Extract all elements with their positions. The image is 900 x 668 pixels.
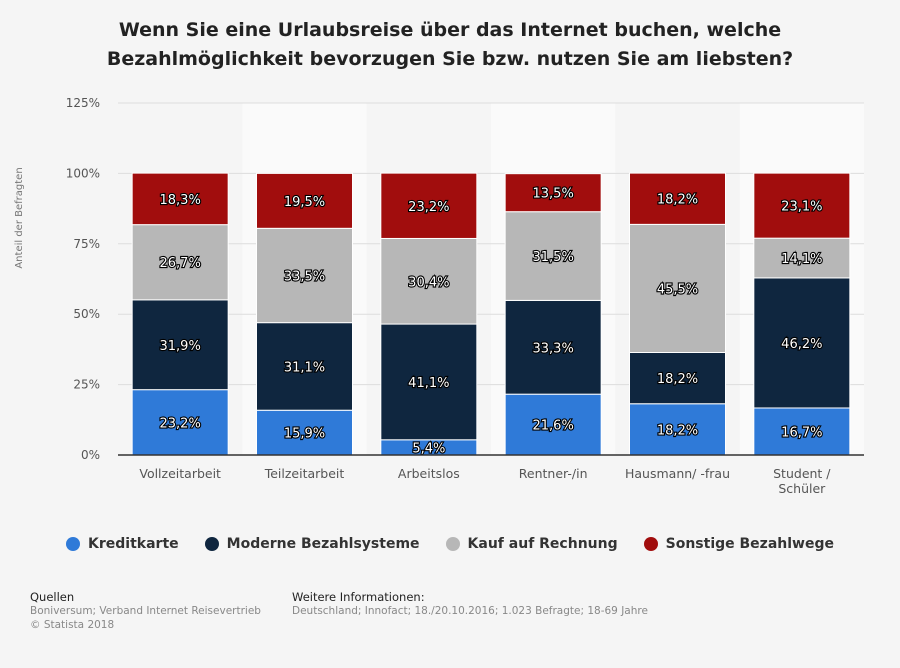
x-tick-label: Teilzeitarbeit — [264, 466, 345, 481]
x-tick-label: Student / — [773, 466, 831, 481]
data-label: 45,5% — [657, 282, 698, 297]
legend-dot-icon — [643, 537, 658, 551]
data-label: 31,9% — [160, 339, 201, 354]
stacked-bar-chart: 0% 25% 50% 75% 100% 125% 23,2% 31,9% 26,7% 18,3% V… — [66, 96, 864, 496]
bar-segment — [256, 172, 353, 229]
sources-line: Boniversum; Verband Internet Reisevertri… — [30, 605, 261, 617]
bar-segment — [753, 277, 851, 409]
y-tick-label: 75% — [73, 237, 100, 251]
legend-dot-icon — [66, 537, 81, 551]
legend-label: Kreditkarte — [88, 536, 179, 552]
bar-segment — [504, 211, 602, 301]
legend-dot-icon — [204, 537, 219, 551]
data-label: 16,7% — [781, 425, 822, 440]
x-tick-label: Schüler — [778, 481, 826, 496]
data-label: 46,2% — [781, 337, 822, 352]
data-label: 14,1% — [781, 252, 822, 267]
bar-segment — [131, 389, 229, 456]
data-label: 30,4% — [408, 275, 449, 290]
chart-title: Wenn Sie eine Urlaubsreise über das Inte… — [106, 19, 794, 70]
bar-segment — [629, 172, 726, 225]
data-label: 5,4% — [412, 441, 445, 456]
y-axis-label: Anteil der Befragten — [14, 167, 25, 269]
y-tick-label: 25% — [73, 378, 100, 392]
data-label: 26,7% — [160, 256, 201, 271]
legend-item-sonstige-bezahlwege[interactable]: Sonstige Bezahlwege — [643, 536, 834, 552]
legend-item-moderne-bezahlsysteme[interactable]: Moderne Bezahlsysteme — [204, 536, 420, 552]
x-tick-label: Hausmann/ -frau — [625, 466, 730, 481]
y-tick-label: 100% — [66, 166, 100, 180]
data-label: 18,2% — [657, 193, 698, 208]
bar-segment — [753, 172, 851, 239]
data-label: 23,1% — [781, 200, 822, 215]
bar-segment — [380, 323, 478, 441]
legend-dot-icon — [445, 537, 460, 551]
bar-segment — [629, 223, 726, 353]
y-tick-label: 50% — [73, 307, 100, 321]
bar-segment — [380, 237, 478, 325]
data-label: 33,3% — [533, 341, 574, 356]
y-tick-label: 125% — [66, 96, 100, 110]
bar-segment — [256, 322, 353, 411]
bar-segment — [131, 299, 229, 391]
legend-item-kreditkarte[interactable]: Kreditkarte — [66, 536, 179, 552]
data-label: 23,2% — [160, 416, 201, 431]
bar-segment — [504, 393, 602, 456]
x-tick-label: Arbeitslos — [398, 466, 460, 481]
x-tick-label: Vollzeitarbeit — [139, 466, 221, 481]
data-label: 19,5% — [284, 195, 325, 210]
data-label: 18,2% — [657, 423, 698, 438]
footer-sources: Quellen Boniversum; Verband Internet Rei… — [30, 590, 261, 632]
data-label: 21,6% — [533, 419, 574, 434]
legend-label: Kauf auf Rechnung — [467, 536, 618, 552]
legend-label: Moderne Bezahlsysteme — [226, 536, 420, 552]
legend-label: Sonstige Bezahlwege — [665, 536, 834, 552]
legend: Kreditkarte Moderne Bezahlsysteme Kauf a… — [0, 536, 900, 552]
data-label: 33,5% — [284, 269, 325, 284]
sources-heading: Quellen — [30, 590, 75, 604]
data-label: 31,1% — [284, 360, 325, 375]
data-label: 15,9% — [284, 427, 325, 442]
legend-item-kauf-auf-rechnung[interactable]: Kauf auf Rechnung — [445, 536, 618, 552]
bar-segment — [131, 224, 229, 301]
data-label: 18,3% — [160, 193, 201, 208]
data-label: 18,2% — [657, 372, 698, 387]
info-heading: Weitere Informationen: — [292, 590, 425, 604]
bar-segment — [256, 227, 353, 324]
data-label: 41,1% — [408, 376, 449, 391]
bar-segment — [504, 299, 602, 395]
copyright-line: © Statista 2018 — [30, 619, 115, 631]
x-tick-label: Rentner-/in — [519, 466, 588, 481]
footer-info: Weitere Informationen: Deutschland; Inno… — [292, 590, 648, 618]
bar-segment — [753, 237, 851, 279]
bar-segment — [629, 403, 726, 456]
data-label: 31,5% — [533, 250, 574, 265]
y-tick-label: 0% — [81, 448, 100, 462]
bar-segment — [753, 407, 851, 456]
data-label: 23,2% — [408, 200, 449, 215]
bar-segment — [131, 172, 229, 226]
data-label: 13,5% — [533, 187, 574, 202]
bar-segment — [504, 173, 602, 213]
bar-segment — [380, 172, 478, 239]
info-line: Deutschland; Innofact; 18./20.10.2016; 1… — [292, 605, 648, 617]
